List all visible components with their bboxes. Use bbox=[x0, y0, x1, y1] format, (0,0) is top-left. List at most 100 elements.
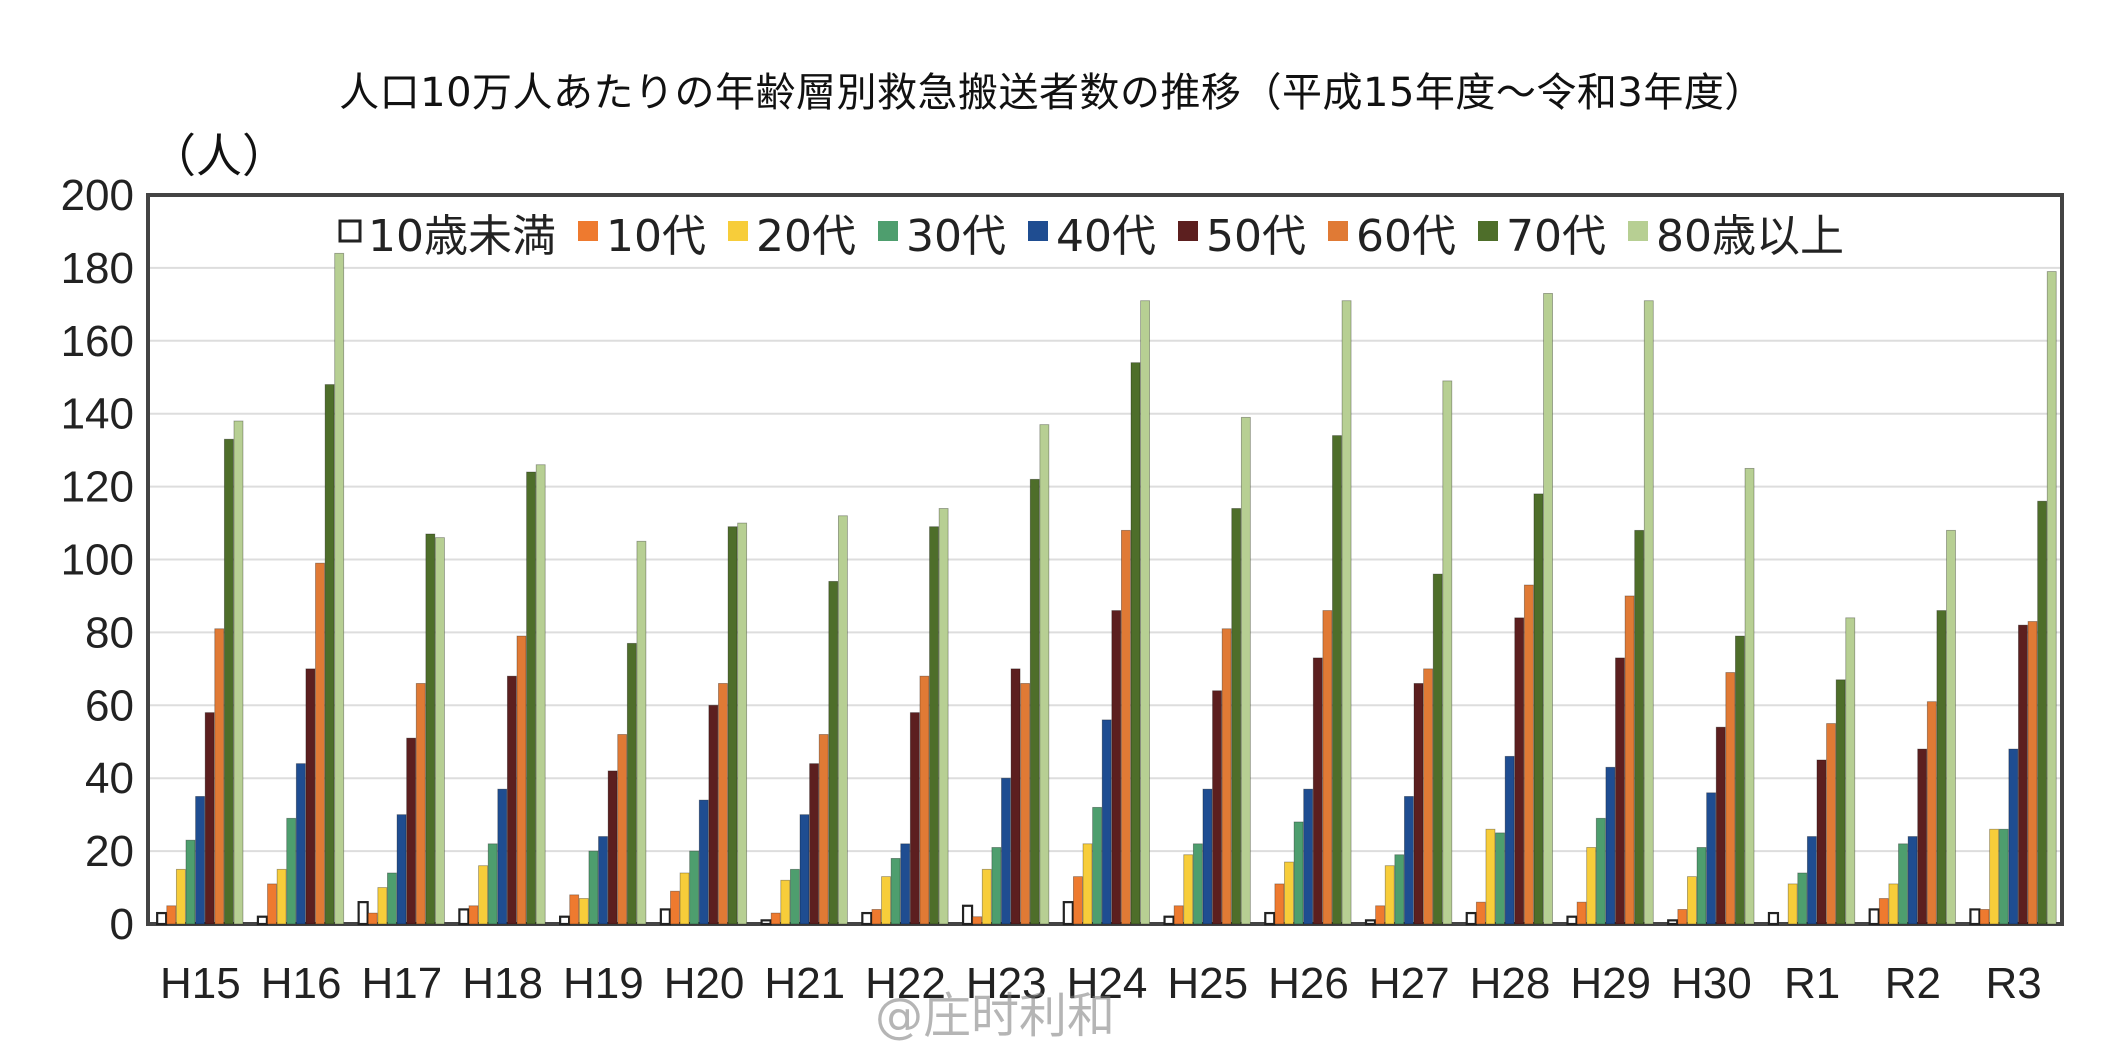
y-tick-label: 60 bbox=[85, 681, 134, 730]
x-tick-label: H18 bbox=[462, 959, 543, 1008]
bar bbox=[357, 901, 369, 926]
bar bbox=[256, 915, 269, 926]
bar bbox=[1202, 788, 1213, 925]
bar bbox=[1687, 876, 1697, 925]
y-tick-label: 140 bbox=[61, 390, 134, 439]
x-tick-label: H16 bbox=[261, 959, 342, 1008]
x-tick-label: H25 bbox=[1167, 959, 1248, 1008]
bar bbox=[1576, 901, 1587, 925]
bar bbox=[1696, 847, 1707, 925]
bar bbox=[526, 471, 536, 925]
bar bbox=[1868, 908, 1880, 926]
bar bbox=[1111, 610, 1122, 925]
bar bbox=[377, 887, 388, 925]
bar bbox=[387, 872, 397, 925]
bar bbox=[1667, 919, 1679, 926]
bar bbox=[871, 909, 882, 925]
bar bbox=[1533, 493, 1544, 925]
bar bbox=[1543, 293, 1553, 925]
bar bbox=[727, 526, 738, 925]
bar bbox=[890, 857, 901, 925]
bar bbox=[828, 580, 839, 925]
bar bbox=[315, 562, 325, 925]
bar bbox=[166, 905, 177, 925]
y-tick-label: 160 bbox=[61, 317, 134, 366]
bar bbox=[1183, 854, 1194, 925]
bar bbox=[1284, 861, 1294, 925]
x-tick-label: H21 bbox=[764, 959, 845, 1008]
bar bbox=[1101, 719, 1112, 925]
bar bbox=[1432, 573, 1443, 925]
legend-swatch bbox=[728, 221, 748, 241]
bar bbox=[156, 911, 168, 926]
x-tick-label: H24 bbox=[1067, 959, 1148, 1008]
bar bbox=[1394, 854, 1405, 925]
bar bbox=[1835, 679, 1846, 925]
x-tick-label: H28 bbox=[1470, 959, 1551, 1008]
bar bbox=[689, 850, 700, 925]
bar bbox=[1423, 668, 1434, 925]
bar bbox=[1130, 362, 1141, 925]
bar bbox=[1384, 865, 1395, 925]
bar bbox=[1946, 529, 1956, 925]
bar bbox=[1163, 915, 1175, 926]
legend-label: 40代 bbox=[1056, 211, 1156, 262]
bar bbox=[1173, 905, 1184, 925]
x-tick-label: H15 bbox=[160, 959, 241, 1008]
bar bbox=[487, 843, 498, 925]
bar bbox=[367, 912, 378, 925]
bar bbox=[1039, 424, 1050, 925]
bar bbox=[929, 526, 939, 925]
y-tick-label: 120 bbox=[61, 463, 134, 512]
bar bbox=[1475, 901, 1486, 925]
bar bbox=[1514, 617, 1525, 925]
bar bbox=[1364, 919, 1377, 926]
bar bbox=[1595, 817, 1606, 925]
bar bbox=[1917, 748, 1928, 925]
bar bbox=[425, 533, 436, 925]
bar bbox=[478, 865, 488, 925]
legend-label: 10代 bbox=[606, 211, 706, 262]
legend-swatch bbox=[1478, 221, 1498, 241]
legend-swatch bbox=[1028, 221, 1048, 241]
legend-swatch bbox=[878, 221, 898, 241]
legend-label: 60代 bbox=[1356, 211, 1456, 262]
bar bbox=[799, 814, 810, 925]
legend-swatch bbox=[338, 219, 362, 243]
bar bbox=[185, 839, 196, 925]
legend-swatch bbox=[1178, 221, 1198, 241]
x-tick-label: H23 bbox=[966, 959, 1047, 1008]
bar bbox=[1485, 828, 1496, 925]
bar bbox=[900, 843, 911, 925]
y-tick-label: 80 bbox=[85, 608, 134, 657]
bar bbox=[1936, 610, 1947, 925]
bar bbox=[195, 796, 205, 925]
bar bbox=[708, 704, 719, 925]
legend-label: 10歳未満 bbox=[368, 211, 556, 262]
bar bbox=[1797, 872, 1808, 925]
bar bbox=[1634, 529, 1645, 925]
bar bbox=[1092, 806, 1102, 925]
bar bbox=[1706, 792, 1717, 925]
bar bbox=[305, 668, 316, 925]
bar bbox=[919, 675, 930, 925]
bar bbox=[1586, 847, 1597, 925]
legend-label: 70代 bbox=[1506, 211, 1606, 262]
legend-label: 30代 bbox=[906, 211, 1006, 262]
bar bbox=[636, 540, 647, 925]
bar bbox=[1442, 380, 1453, 925]
bar bbox=[559, 915, 571, 926]
bar bbox=[1413, 683, 1424, 925]
chart-title: 人口10万人あたりの年齢層別救急搬送者数の推移（平成15年度～令和3年度） bbox=[339, 70, 1765, 116]
bar bbox=[598, 836, 608, 925]
bar bbox=[1029, 478, 1040, 925]
bar bbox=[1062, 901, 1074, 926]
bar bbox=[617, 734, 628, 925]
bar bbox=[1605, 766, 1616, 925]
bar bbox=[233, 420, 244, 925]
bar bbox=[991, 847, 1002, 925]
bar bbox=[1404, 796, 1414, 925]
x-tick-label: R1 bbox=[1784, 959, 1840, 1008]
bar bbox=[516, 635, 527, 925]
